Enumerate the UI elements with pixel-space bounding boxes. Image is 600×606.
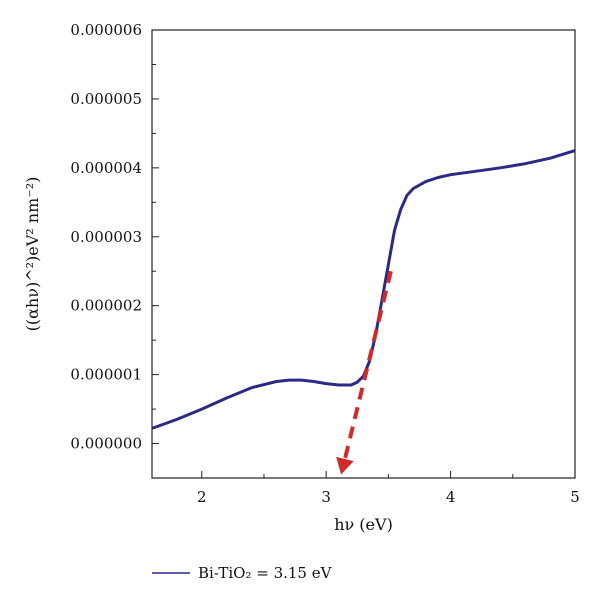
y-axis-title: ((αhν)^²)eV² nm⁻²) bbox=[23, 177, 42, 332]
legend-label: Bi-TiO₂ = 3.15 eV bbox=[198, 564, 333, 582]
plot-frame bbox=[151, 29, 576, 479]
y-tick-label: 0.000005 bbox=[70, 90, 142, 108]
plot-area bbox=[151, 149, 576, 430]
y-tick-label: 0.000002 bbox=[70, 297, 142, 315]
y-tick-label: 0.000004 bbox=[70, 159, 142, 177]
y-tick-label: 0.000003 bbox=[70, 228, 142, 246]
x-tick-label: 4 bbox=[446, 488, 456, 506]
tick-labels: 2 3 4 5 0.000000 0.000001 0.000002 0.000003 0.00… bbox=[70, 21, 579, 506]
x-tick-label: 2 bbox=[197, 488, 207, 506]
x-axis-title: hν (eV) bbox=[334, 515, 393, 534]
series-line bbox=[151, 149, 576, 430]
legend: Bi-TiO₂ = 3.15 eV bbox=[152, 564, 333, 582]
tangent-line bbox=[342, 270, 393, 460]
x-tick-label: 3 bbox=[321, 488, 331, 506]
axes bbox=[151, 29, 576, 479]
y-tick-label: 0.000001 bbox=[70, 366, 142, 384]
x-tick-label: 5 bbox=[570, 488, 580, 506]
tangent-arrowhead bbox=[336, 456, 354, 475]
annotations bbox=[336, 270, 393, 475]
y-tick-label: 0.000000 bbox=[70, 435, 142, 453]
y-tick-label: 0.000006 bbox=[70, 21, 142, 39]
